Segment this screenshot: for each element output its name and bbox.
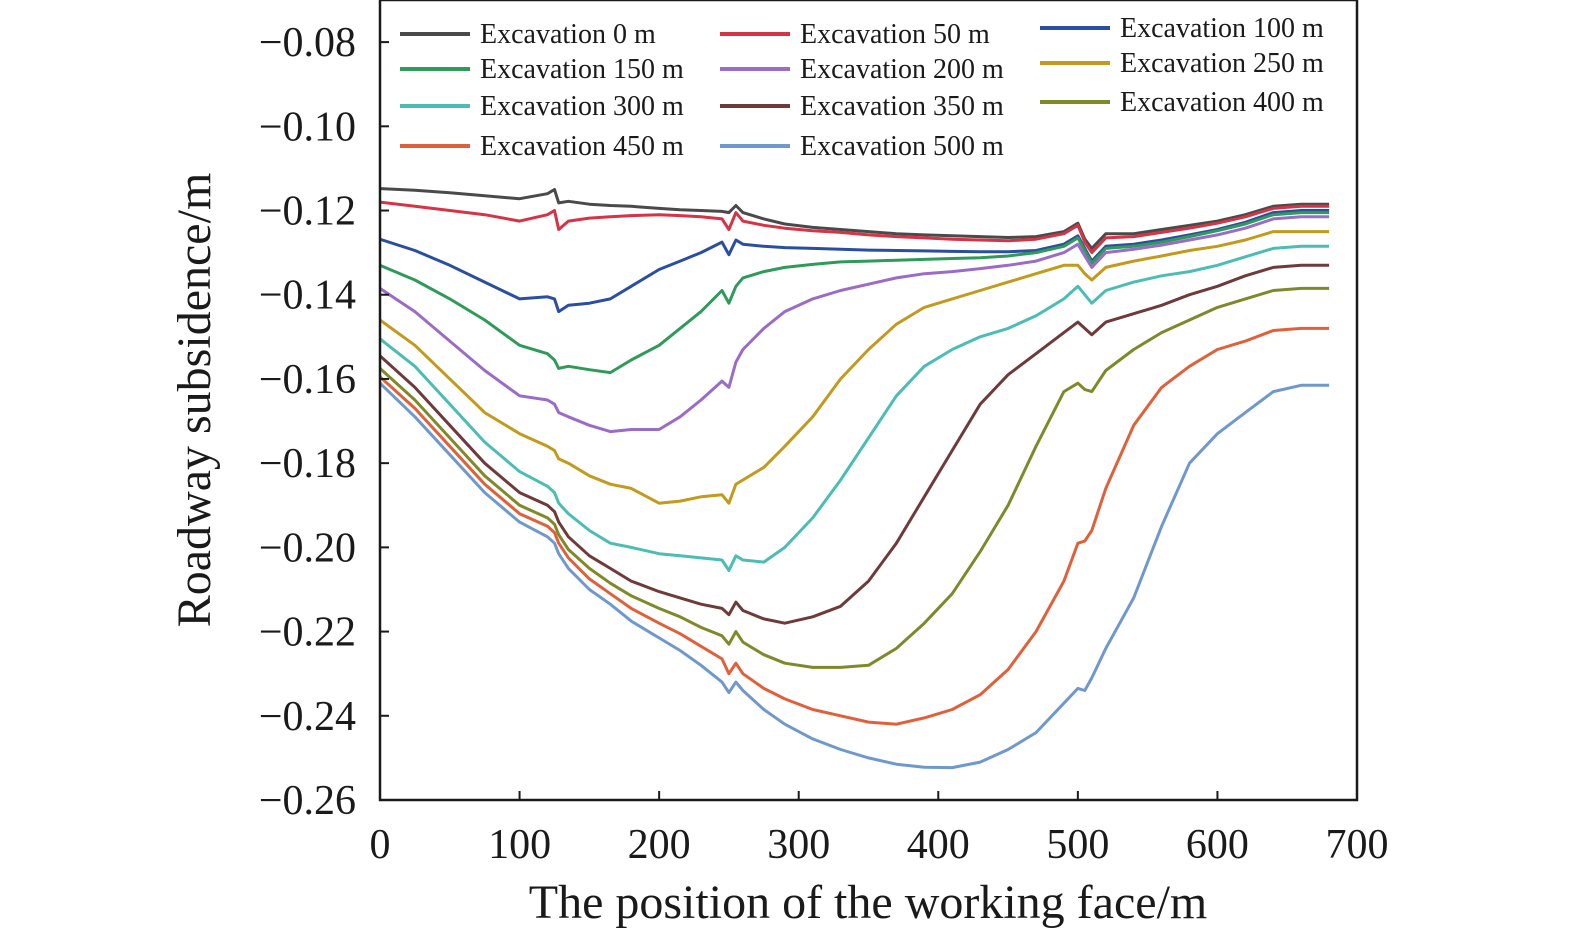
y-tick-label: −0.14	[259, 273, 356, 319]
x-tick-label: 600	[1186, 822, 1249, 868]
x-tick-label: 500	[1046, 822, 1109, 868]
legend-item: Excavation 50 m	[720, 19, 990, 50]
legend-item: Excavation 400 m	[1040, 87, 1324, 118]
legend-item: Excavation 350 m	[720, 91, 1004, 122]
y-tick-label: −0.22	[259, 610, 356, 656]
y-tick-label: −0.10	[259, 104, 356, 150]
x-tick-label: 0	[370, 822, 391, 868]
legend-label: Excavation 350 m	[800, 91, 1004, 122]
y-tick-label: −0.16	[259, 357, 356, 403]
series-line-7	[378, 263, 1330, 625]
y-tick-label: −0.12	[259, 189, 356, 235]
x-tick-label: 400	[907, 822, 970, 868]
x-tick-label: 700	[1326, 822, 1389, 868]
plot-frame	[378, 0, 1359, 802]
legend-item: Excavation 100 m	[1040, 13, 1324, 44]
legend-label: Excavation 0 m	[480, 19, 656, 50]
series-line-1	[379, 200, 1330, 255]
legend-item: Excavation 450 m	[400, 131, 684, 162]
legend-item: Excavation 150 m	[400, 54, 684, 85]
legend-label: Excavation 200 m	[800, 54, 1004, 85]
series-line-3	[379, 211, 1330, 375]
y-tick-label: −0.18	[259, 441, 356, 487]
series-line-10	[378, 382, 1330, 770]
y-tick-label: −0.26	[259, 778, 356, 824]
x-axis-title: The position of the working face/m	[529, 876, 1208, 929]
legend-item: Excavation 200 m	[720, 54, 1004, 85]
y-tick-label: −0.08	[259, 20, 356, 66]
ticks-layer: 0 100 200 300 400 500 600 700 −0.26 −0.24 −0.22 −0.…	[259, 20, 1389, 868]
legend-label: Excavation 250 m	[1120, 48, 1324, 79]
x-tick-label: 100	[488, 822, 551, 868]
legend-label: Excavation 50 m	[800, 19, 990, 50]
x-tick-label: 200	[628, 822, 691, 868]
x-tick-label: 300	[767, 822, 830, 868]
series-line-9	[378, 326, 1330, 726]
series-layer	[378, 187, 1330, 770]
series-line-8	[378, 286, 1330, 669]
y-axis-title: Roadway subsidence/m	[168, 173, 221, 628]
legend-label: Excavation 150 m	[480, 54, 684, 85]
legend-label: Excavation 300 m	[480, 91, 684, 122]
legend-item: Excavation 500 m	[720, 131, 1004, 162]
y-tick-label: −0.24	[259, 694, 356, 740]
series-line-4	[379, 215, 1330, 434]
y-tick-label: −0.20	[259, 525, 356, 571]
legend-label: Excavation 400 m	[1120, 87, 1324, 118]
legend-item: Excavation 250 m	[1040, 48, 1324, 79]
series-line-5	[379, 230, 1330, 505]
legend-item: Excavation 0 m	[400, 19, 656, 50]
legend-label: Excavation 500 m	[800, 131, 1004, 162]
legend-label: Excavation 450 m	[480, 131, 684, 162]
series-line-2	[379, 209, 1330, 314]
series-line-0	[379, 187, 1330, 250]
legend-item: Excavation 300 m	[400, 91, 684, 122]
series-line-6	[379, 244, 1330, 572]
legend: Excavation 0 m Excavation 150 m Excavation…	[400, 13, 1324, 162]
legend-label: Excavation 100 m	[1120, 13, 1324, 44]
